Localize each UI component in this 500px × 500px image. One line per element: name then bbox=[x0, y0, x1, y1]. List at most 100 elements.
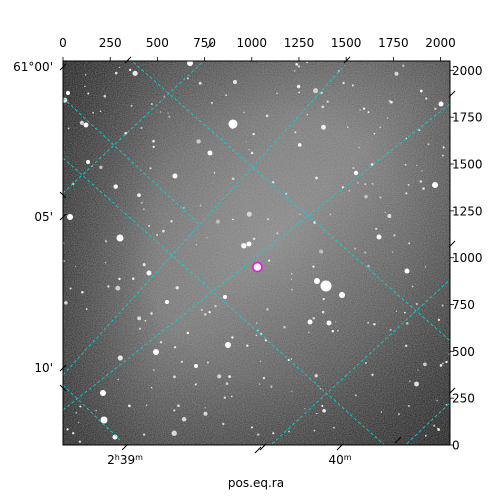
star bbox=[264, 339, 268, 342]
dec-tick bbox=[59, 384, 67, 392]
bright-star bbox=[100, 416, 108, 424]
bright-star bbox=[223, 295, 227, 299]
star bbox=[367, 111, 370, 114]
star bbox=[405, 192, 408, 195]
star bbox=[326, 100, 329, 103]
star bbox=[250, 426, 253, 429]
star bbox=[143, 433, 146, 436]
bright-star bbox=[404, 268, 410, 274]
star bbox=[367, 321, 370, 324]
star bbox=[314, 374, 318, 378]
star bbox=[257, 433, 260, 436]
bright-star bbox=[307, 319, 313, 325]
bright-star bbox=[86, 160, 90, 164]
x-pixel-tick-label: 1750 bbox=[378, 36, 409, 50]
star bbox=[364, 183, 367, 186]
star bbox=[407, 184, 410, 186]
star bbox=[151, 103, 153, 105]
star bbox=[402, 64, 405, 67]
star bbox=[390, 100, 393, 104]
star bbox=[159, 111, 162, 113]
star bbox=[319, 388, 322, 390]
star bbox=[347, 126, 349, 128]
star bbox=[171, 430, 177, 436]
y-pixel-tick-label: 2000 bbox=[452, 64, 483, 78]
star bbox=[84, 74, 87, 76]
star bbox=[231, 177, 235, 181]
star bbox=[404, 344, 408, 348]
star bbox=[398, 413, 400, 415]
y-pixel-tick-label: 1000 bbox=[452, 251, 483, 265]
star bbox=[186, 331, 190, 335]
bright-star bbox=[116, 234, 124, 242]
star bbox=[298, 91, 300, 94]
bright-star bbox=[83, 122, 89, 128]
star bbox=[322, 408, 326, 413]
grid-line bbox=[270, 279, 450, 445]
star bbox=[81, 290, 84, 294]
bright-star bbox=[314, 278, 320, 284]
star bbox=[128, 404, 131, 408]
bright-star bbox=[320, 280, 332, 292]
star bbox=[206, 361, 209, 364]
dec-tick bbox=[59, 213, 67, 221]
star bbox=[445, 404, 448, 406]
star bbox=[204, 313, 207, 316]
star bbox=[223, 396, 227, 399]
star bbox=[63, 260, 65, 262]
star bbox=[296, 84, 301, 89]
star bbox=[168, 115, 171, 118]
star bbox=[140, 127, 143, 129]
bright-star bbox=[339, 292, 345, 298]
star bbox=[246, 344, 249, 347]
star bbox=[437, 318, 441, 322]
x-pixel-tick-label: 750 bbox=[193, 36, 216, 50]
axes: 0 250 500 750 1000 1250 1500 1750 2000 0 250 500 750… bbox=[13, 36, 482, 490]
dec-tick-label: 61°00' bbox=[13, 60, 53, 74]
star bbox=[167, 112, 169, 114]
star bbox=[434, 107, 437, 110]
dec-tick bbox=[59, 63, 67, 71]
star bbox=[152, 139, 155, 143]
star bbox=[445, 360, 448, 364]
star bbox=[394, 71, 399, 76]
star bbox=[312, 265, 315, 268]
bright-star bbox=[194, 364, 198, 368]
star bbox=[87, 92, 90, 95]
star bbox=[78, 440, 82, 443]
star bbox=[196, 139, 201, 144]
star bbox=[411, 285, 414, 288]
star bbox=[407, 404, 410, 408]
star bbox=[107, 285, 110, 288]
star bbox=[150, 387, 153, 389]
grid-line bbox=[63, 97, 201, 226]
star bbox=[358, 146, 360, 149]
bright-star bbox=[100, 390, 106, 396]
star bbox=[132, 70, 138, 76]
star bbox=[177, 404, 180, 408]
star bbox=[293, 70, 296, 72]
star bbox=[395, 310, 398, 312]
star bbox=[418, 129, 421, 132]
star bbox=[288, 430, 290, 433]
star bbox=[291, 273, 293, 275]
star bbox=[439, 364, 443, 367]
bright-star bbox=[187, 61, 193, 66]
star bbox=[333, 426, 335, 429]
star bbox=[194, 383, 197, 386]
star bbox=[304, 408, 306, 410]
star bbox=[149, 167, 152, 170]
ra-tick-label: 2h39m bbox=[107, 453, 143, 468]
star bbox=[246, 211, 252, 217]
star bbox=[322, 297, 325, 301]
star bbox=[173, 409, 176, 412]
star bbox=[393, 234, 396, 237]
star bbox=[163, 95, 165, 97]
star bbox=[231, 336, 234, 339]
star bbox=[408, 242, 411, 245]
world-tick bbox=[343, 56, 351, 64]
star bbox=[294, 131, 297, 134]
star bbox=[124, 131, 128, 135]
star bbox=[115, 285, 121, 291]
star bbox=[306, 61, 308, 64]
